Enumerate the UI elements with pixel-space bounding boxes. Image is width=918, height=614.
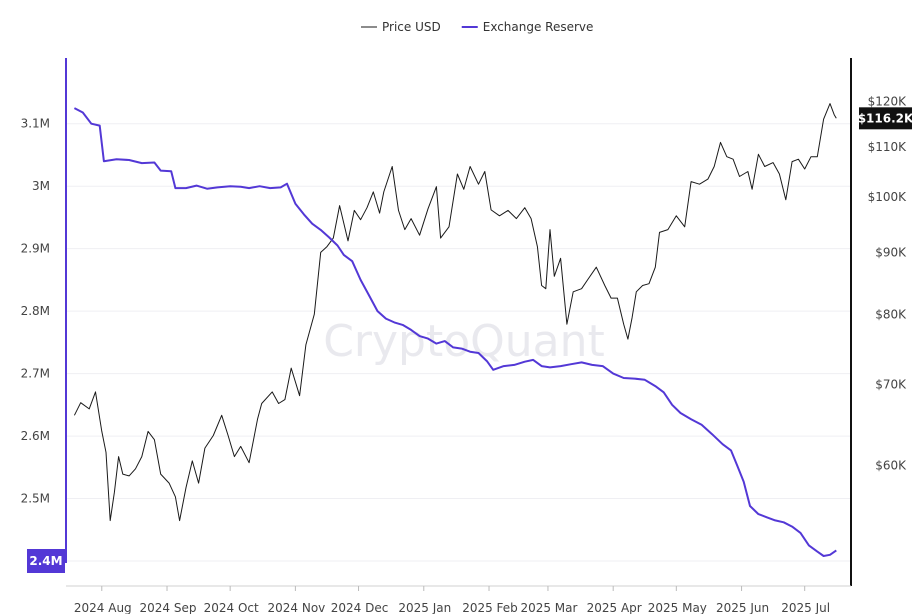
price-usd-line: [73, 103, 837, 522]
left-current-label: 2.4M: [29, 554, 62, 568]
right-tick-label: $90K: [875, 245, 907, 259]
x-tick-label: 2025 Jun: [716, 601, 769, 614]
right-tick-label: $70K: [875, 377, 907, 391]
left-current-badge: [27, 549, 65, 573]
left-tick-label: 2.8M: [21, 304, 50, 318]
legend-item[interactable]: Price USD: [361, 20, 441, 34]
x-tick-label: 2025 Jan: [398, 601, 451, 614]
right-current-badge: [859, 107, 912, 130]
x-tick-label: 2025 Feb: [462, 601, 518, 614]
x-tick-label: 2024 Sep: [140, 601, 197, 614]
legend-label: Exchange Reserve: [483, 20, 594, 34]
right-axis-ticks: $120K $110K $100K $90K $80K $70K $60K: [868, 94, 908, 472]
left-tick-label: 2.7M: [21, 367, 50, 381]
left-tick-label: 2.5M: [21, 492, 50, 506]
x-tick-label: 2024 Oct: [204, 601, 259, 614]
watermark: CryptoQuant: [323, 316, 605, 367]
right-tick-label: $120K: [868, 94, 908, 108]
right-tick-label: $60K: [875, 458, 907, 472]
x-axis-ticks: 2024 Aug 2024 Sep 2024 Oct 2024 Nov 2024 Dec…: [74, 586, 830, 614]
x-tick-label: 2025 Apr: [587, 601, 642, 614]
left-tick-label: 3.1M: [21, 117, 50, 131]
right-tick-label: $100K: [868, 190, 908, 204]
x-tick-label: 2024 Aug: [74, 601, 132, 614]
current-value-badges: 2.4M $116.2K: [27, 107, 914, 573]
x-tick-label: 2024 Nov: [268, 601, 326, 614]
legend-label: Price USD: [382, 20, 441, 34]
x-tick-label: 2025 May: [648, 601, 707, 614]
legend-item[interactable]: Exchange Reserve: [461, 20, 594, 34]
left-tick-label: 3M: [32, 179, 50, 193]
right-tick-label: $110K: [868, 140, 908, 154]
x-tick-label: 2024 Dec: [331, 601, 389, 614]
legend: Price USD Exchange Reserve: [361, 20, 593, 34]
exchange-reserve-line: [73, 107, 837, 557]
x-tick-label: 2025 Jul: [781, 601, 830, 614]
right-current-label: $116.2K: [858, 111, 914, 125]
left-tick-label: 2.6M: [21, 429, 50, 443]
x-tick-label: 2025 Mar: [520, 601, 577, 614]
series-layer: [73, 103, 837, 557]
right-tick-label: $80K: [875, 307, 907, 321]
left-tick-label: 2.9M: [21, 242, 50, 256]
